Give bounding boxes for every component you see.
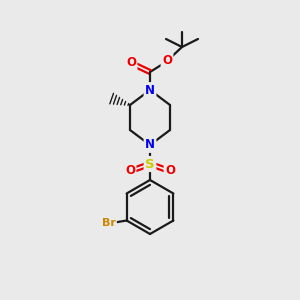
Text: O: O <box>126 56 136 70</box>
Text: N: N <box>145 139 155 152</box>
Text: O: O <box>162 53 172 67</box>
Text: S: S <box>145 158 155 170</box>
Text: O: O <box>125 164 135 176</box>
Text: N: N <box>145 83 155 97</box>
Text: Br: Br <box>102 218 116 229</box>
Text: O: O <box>165 164 175 176</box>
